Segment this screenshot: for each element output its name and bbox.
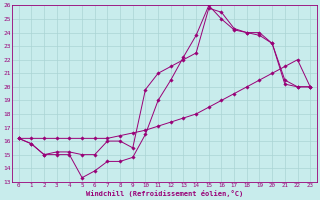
X-axis label: Windchill (Refroidissement éolien,°C): Windchill (Refroidissement éolien,°C) <box>86 190 243 197</box>
